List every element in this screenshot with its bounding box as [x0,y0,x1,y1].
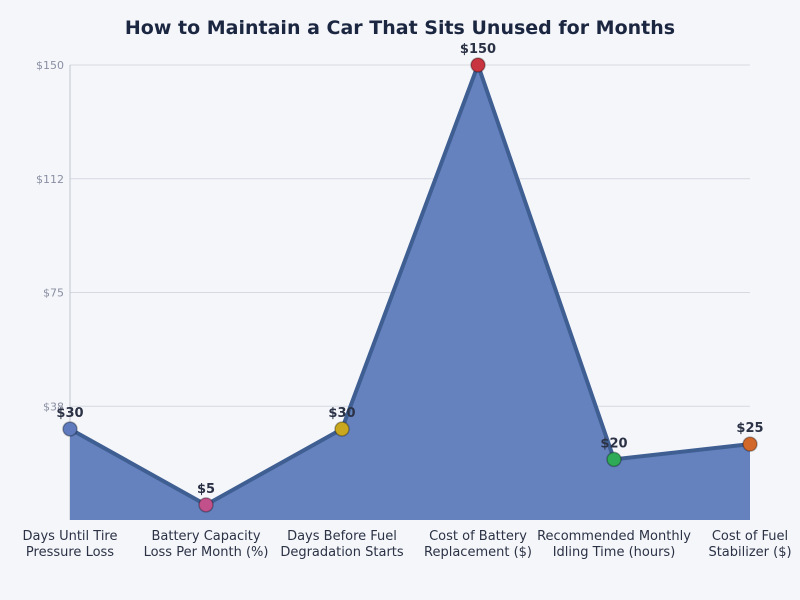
x-tick-label: Loss Per Month (%) [144,545,269,560]
x-tick-label: Degradation Starts [280,545,404,560]
x-tick-label: Pressure Loss [26,545,114,560]
y-tick-label: $150 [36,59,64,72]
series-area [69,63,751,520]
x-tick-label: Stabilizer ($) [708,545,791,560]
data-labels: $30 $5 $30 $150 $20 $25 [56,42,763,497]
data-label: $150 [460,42,496,57]
data-point [62,421,78,437]
data-label: $25 [736,421,763,436]
x-tick-label: Idling Time (hours) [553,545,676,560]
x-tick-label: Battery Capacity [151,529,260,544]
data-point [334,421,350,437]
y-tick-label: $75 [43,287,64,300]
data-point [606,451,622,468]
x-tick-label: Replacement ($) [424,545,532,560]
data-point [742,436,758,452]
data-label: $30 [328,406,355,421]
x-tick-label: Days Before Fuel [287,529,397,544]
area-fill [70,65,750,520]
data-label: $20 [600,436,627,451]
y-tick-label: $38 [43,400,64,413]
data-point [470,57,486,73]
data-label: $30 [56,406,83,421]
x-tick-label: Cost of Fuel [712,529,788,544]
data-point [198,497,214,513]
data-points [62,57,758,513]
series-line [69,63,751,507]
x-tick-label: Days Until Tire [23,529,118,544]
x-tick-label: Recommended Monthly [537,529,691,544]
y-tick-label: $112 [36,173,64,186]
y-axis: $38 $75 $112 $150 [36,59,64,413]
data-label: $5 [197,482,215,497]
chart-title: How to Maintain a Car That Sits Unused f… [125,17,675,39]
x-tick-label: Cost of Battery [429,529,527,544]
